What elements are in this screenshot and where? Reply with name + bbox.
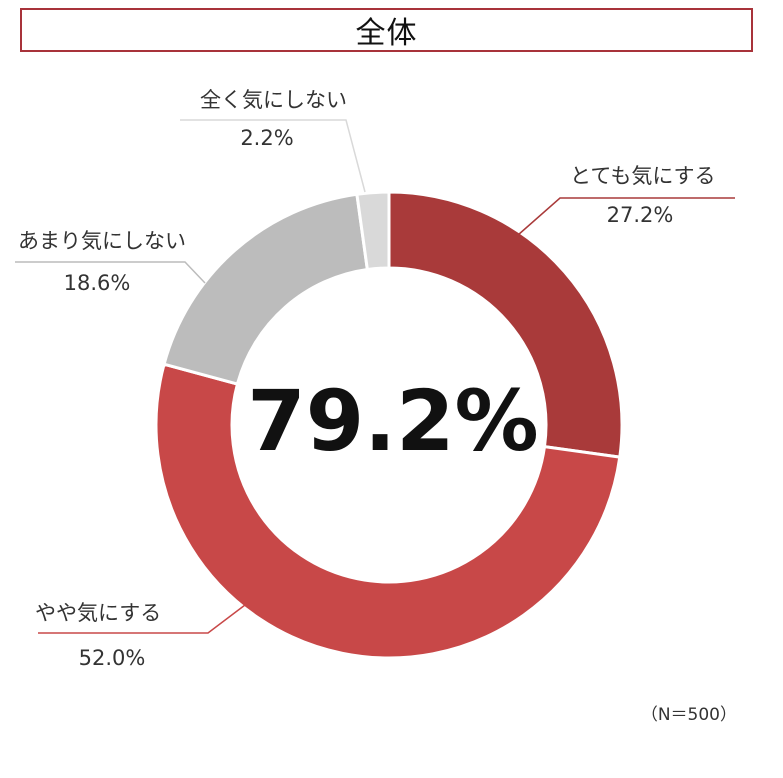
center-total-label: 79.2% <box>247 372 538 470</box>
slice-category-label-3: あまり気にしない <box>18 229 186 253</box>
slice-value-label-3: 18.6% <box>64 271 131 295</box>
chart-title: 全体 <box>355 16 418 51</box>
leader-line-2 <box>38 604 246 634</box>
title-box: 全体 <box>20 8 753 52</box>
leader-lines <box>15 119 735 634</box>
slice-category-label-4: 全く気にしない <box>200 88 347 112</box>
leader-line-1 <box>517 197 735 236</box>
slice-value-label-1: 27.2% <box>607 203 674 227</box>
donut-slice-1 <box>387 190 624 459</box>
donut-slice-2 <box>154 362 622 660</box>
slice-category-label-2: やや気にする <box>35 601 161 625</box>
donut-slice-3 <box>162 192 370 386</box>
slice-labels: とても気にする 27.2% やや気にする 52.0% あまり気にしない 18.6% 全く気に… <box>18 88 716 670</box>
slice-value-label-2: 52.0% <box>79 646 146 670</box>
leader-line-4 <box>180 119 366 193</box>
donut-slices <box>154 190 624 660</box>
sample-size-note: （N＝500） <box>640 705 737 725</box>
slice-category-label-1: とても気にする <box>570 164 716 188</box>
donut-slice-4 <box>355 190 391 272</box>
slice-value-label-4: 2.2% <box>240 126 293 150</box>
leader-line-3 <box>15 261 206 284</box>
